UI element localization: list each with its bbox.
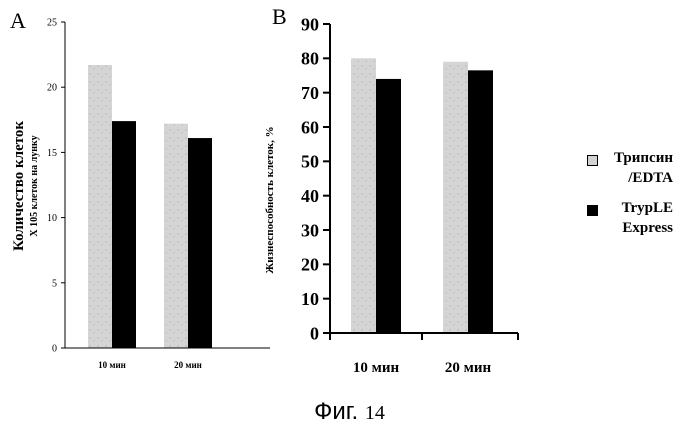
y-tick-label: 15	[47, 148, 57, 159]
y-tick-label: 20	[47, 83, 57, 94]
bar-tryple-1	[112, 121, 136, 348]
chart-panel-b: B 0 10 20 30 40 50 60 70 80 90 10 мин 20 мин Жизнеспо…	[264, 4, 518, 376]
y-axis-title: Жизнеспособность клеток, %	[264, 126, 276, 273]
y-tick-label: 80	[301, 49, 319, 69]
caption-text: Фиг.	[314, 398, 358, 425]
bar-tryple-2	[468, 70, 493, 333]
legend-swatch-tryple	[587, 205, 598, 216]
y-tick-label: 30	[301, 220, 319, 240]
bar-trypsin-1	[88, 65, 112, 348]
x-tick-label: 20 мин	[445, 360, 492, 376]
legend-text-tryple-line2: Express	[607, 218, 673, 238]
legend-item-tryple: TrypLE Express	[583, 198, 699, 248]
x-tick-label: 10 мин	[98, 360, 126, 370]
y-tick-label: 60	[301, 117, 319, 137]
bar-tryple-2	[188, 138, 212, 348]
y-tick-label: 90	[301, 14, 319, 34]
y-tick-label: 10	[47, 213, 57, 224]
panel-label: B	[272, 4, 287, 29]
bar-tryple-1	[376, 79, 401, 333]
x-tick-label: 20 мин	[174, 360, 202, 370]
y-tick-label: 25	[47, 18, 57, 29]
legend-text-trypsin-line1: Трипсин	[607, 148, 673, 168]
bar-trypsin-2	[164, 124, 188, 348]
panel-label: A	[10, 8, 26, 33]
x-tick-label: 10 мин	[353, 360, 400, 376]
y-tick-label: 5	[52, 278, 57, 289]
y-tick-label: 10	[301, 289, 319, 309]
y-tick-label: 0	[310, 323, 319, 343]
legend-swatch-trypsin	[587, 155, 598, 166]
y-axis-subtitle: X 105 клеток на лунку	[29, 135, 40, 236]
y-tick-label: 20	[301, 255, 319, 275]
legend-text-trypsin-line2: /EDTA	[607, 168, 673, 188]
legend-item-trypsin: Трипсин /EDTA	[583, 148, 699, 198]
bar-trypsin-2	[443, 62, 468, 333]
y-axis-title: Количество клеток	[11, 121, 27, 251]
legend-label-trypsin: Трипсин /EDTA	[607, 148, 673, 188]
y-tick-label: 0	[52, 344, 57, 355]
figure-caption: Фиг. 14	[0, 398, 699, 426]
caption-number: 14	[365, 402, 385, 424]
y-tick-label: 50	[301, 152, 319, 172]
legend-text-tryple-line1: TrypLE	[607, 198, 673, 218]
y-tick-label: 70	[301, 83, 319, 103]
bar-trypsin-1	[351, 58, 376, 333]
chart-panel-a: A 0 5 10 15 20 25 10 мин 20 мин Количество клеток…	[10, 8, 270, 370]
legend-label-tryple: TrypLE Express	[607, 198, 673, 238]
chart-legend: Трипсин /EDTA TrypLE Express	[583, 148, 699, 248]
y-tick-label: 40	[301, 186, 319, 206]
